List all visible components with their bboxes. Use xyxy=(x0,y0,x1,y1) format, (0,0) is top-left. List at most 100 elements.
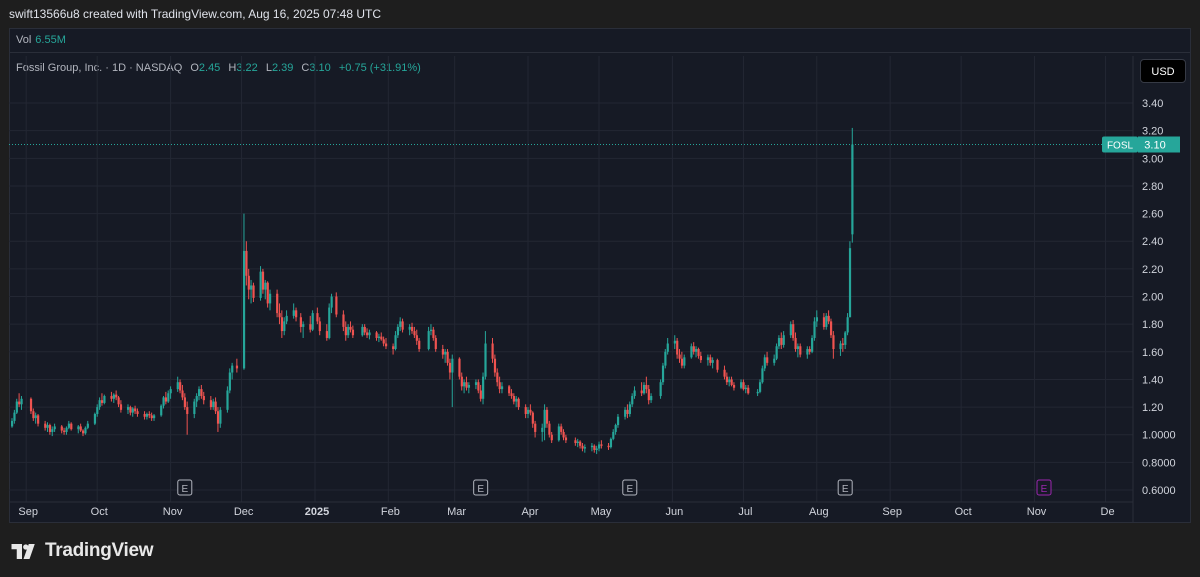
y-tick-label: 3.00 xyxy=(1142,153,1163,165)
price-chart[interactable]: FOSL 3.10 3.40 3.20 3.00 2.80 2.60 2.40 2.20 2.00… xyxy=(9,28,1191,523)
candle-body xyxy=(176,382,179,390)
candle-body xyxy=(401,321,404,330)
tradingview-brand: TradingView xyxy=(45,540,154,561)
candle-body xyxy=(550,434,553,441)
chart-panel[interactable]: Vol 6.55M Fossil Group, Inc. · 1D · NASDA… xyxy=(9,28,1191,523)
candle-body xyxy=(325,331,329,338)
candle-body xyxy=(53,426,56,430)
candle-body xyxy=(808,349,811,352)
open-label: O xyxy=(190,62,199,74)
candle-body xyxy=(18,401,21,405)
candle-body xyxy=(384,343,388,347)
candle-body xyxy=(517,398,520,408)
candle-body xyxy=(740,382,743,388)
candle-body xyxy=(531,412,534,424)
candle-body xyxy=(562,431,565,438)
candle-body xyxy=(799,346,802,355)
candle-body xyxy=(683,357,686,366)
x-tick-label: Aug xyxy=(809,506,829,518)
candle-body xyxy=(15,401,18,413)
symbol-tag-bg xyxy=(1102,136,1138,153)
candle-body xyxy=(11,420,14,427)
x-tick-label: Sep xyxy=(882,506,902,518)
candle-body xyxy=(590,445,594,448)
y-tick-label: 2.60 xyxy=(1142,209,1163,221)
candle-body xyxy=(103,396,106,403)
candle-body xyxy=(200,389,203,397)
candle-body xyxy=(811,337,814,352)
earnings-marker xyxy=(837,479,853,496)
candle-body xyxy=(169,389,172,394)
candle-body xyxy=(545,409,549,424)
candle-body xyxy=(347,326,350,336)
currency-button[interactable]: USD xyxy=(1140,59,1186,83)
high-label: H xyxy=(228,62,237,74)
candle-body xyxy=(231,365,234,373)
candle-body xyxy=(479,390,482,399)
candle-body xyxy=(773,358,776,363)
candle-body xyxy=(214,401,217,412)
x-tick-label: Oct xyxy=(955,506,972,518)
candle-body xyxy=(264,282,267,290)
candle-body xyxy=(60,426,63,431)
earnings-marker xyxy=(622,479,638,496)
candle-body xyxy=(13,412,16,421)
candle-body xyxy=(782,335,785,345)
candle-body xyxy=(794,337,797,350)
candle-body xyxy=(792,324,795,338)
candle-body xyxy=(695,349,698,352)
candle-body xyxy=(418,340,421,350)
change-value: +0.75 (+31.91%) xyxy=(338,62,421,74)
candle-body xyxy=(747,387,750,394)
candle-body xyxy=(252,285,255,298)
candle-body xyxy=(285,315,288,322)
y-tick-label: 2.40 xyxy=(1142,236,1163,248)
candle-body xyxy=(678,354,681,359)
close-label: C xyxy=(301,62,310,74)
candle-body xyxy=(844,332,847,345)
candle-body xyxy=(349,326,352,330)
candle-body xyxy=(216,411,220,424)
candle-body xyxy=(316,313,319,322)
candle-body xyxy=(311,313,314,330)
candle-body xyxy=(37,415,40,424)
x-tick-label: Oct xyxy=(91,506,108,518)
candle-body xyxy=(614,425,617,432)
candle-body xyxy=(377,336,381,338)
candle-body xyxy=(429,329,433,332)
candle-body xyxy=(659,382,662,397)
candle-body xyxy=(692,346,695,352)
x-tick-label: Nov xyxy=(163,506,183,518)
candle-body xyxy=(825,315,828,327)
candle-body xyxy=(179,382,182,391)
x-tick-label: Jun xyxy=(666,506,684,518)
candle-body xyxy=(534,423,537,432)
y-tick-label: 0.6000 xyxy=(1142,485,1176,497)
candle-body xyxy=(29,398,33,412)
candle-body xyxy=(219,409,222,424)
candle-body xyxy=(593,445,596,450)
candle-body xyxy=(640,390,643,394)
candle-body xyxy=(806,349,809,355)
y-tick-label: 0.8000 xyxy=(1142,457,1176,469)
candle-body xyxy=(441,349,444,355)
candle-body xyxy=(202,396,205,401)
candle-body xyxy=(98,400,101,408)
x-tick-label: Sep xyxy=(18,506,38,518)
candle-body xyxy=(477,382,480,391)
candle-body xyxy=(756,391,759,394)
candle-body xyxy=(846,317,849,333)
open-value: 2.45 xyxy=(198,62,221,74)
candle-body xyxy=(829,321,833,336)
candle-body xyxy=(666,343,669,352)
earnings-marker-label: E xyxy=(842,484,849,495)
x-tick-label: 2025 xyxy=(305,506,329,518)
candle-body xyxy=(209,400,213,408)
candle-body xyxy=(706,357,710,361)
candle-body xyxy=(160,405,163,416)
candle-body xyxy=(145,413,149,417)
candle-body xyxy=(460,376,463,387)
candle-body xyxy=(699,355,702,361)
candle-body xyxy=(609,438,613,448)
candle-body xyxy=(119,404,123,410)
